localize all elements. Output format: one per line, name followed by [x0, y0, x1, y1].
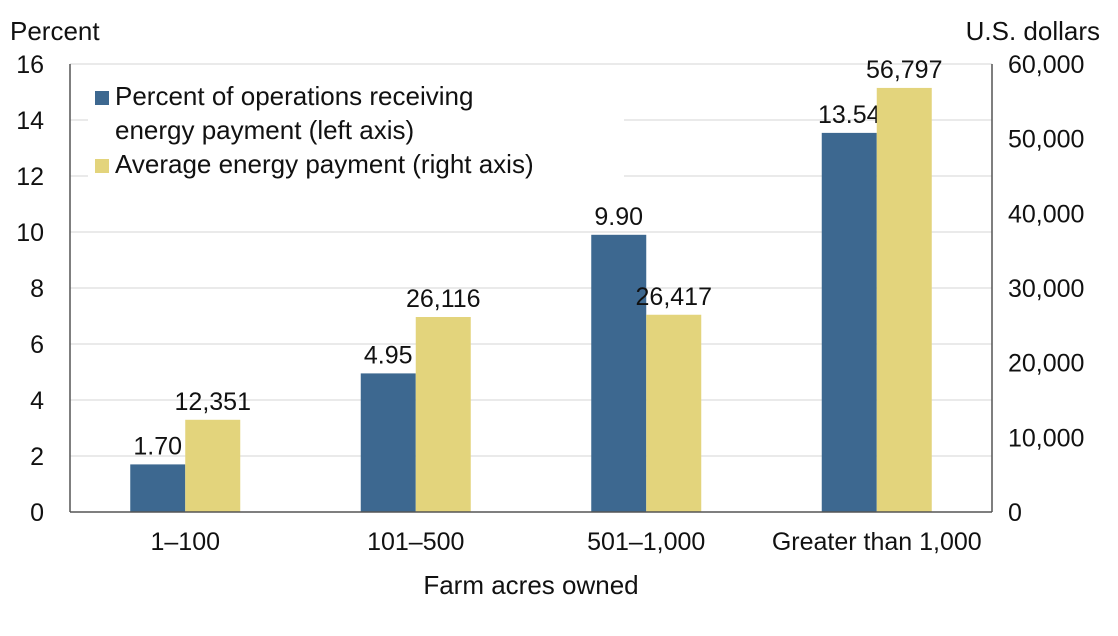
data-label: 12,351	[175, 388, 251, 416]
left-tick-label: 16	[16, 51, 44, 79]
data-label: 26,116	[406, 285, 481, 313]
bars: 1.70 12,351 4.95 26,116 9.90 26,417 13.54 56,79…	[130, 56, 942, 513]
bar-payment	[185, 419, 241, 512]
right-tick-label: 30,000	[1008, 275, 1084, 303]
left-tick-label: 10	[16, 219, 44, 247]
bar-percent	[360, 373, 416, 512]
category-label: Greater than 1,000	[772, 528, 982, 556]
left-tick-label: 2	[30, 443, 44, 471]
bar-percent	[821, 132, 877, 512]
legend-swatch	[95, 159, 109, 173]
data-label: 26,417	[636, 283, 712, 311]
right-tick-label: 60,000	[1008, 51, 1084, 79]
x-axis-title: Farm acres owned	[423, 570, 638, 600]
legend-swatch	[95, 91, 109, 105]
right-tick-label: 0	[1008, 499, 1022, 527]
legend-label: energy payment (left axis)	[115, 115, 414, 145]
data-label: 9.90	[594, 203, 643, 231]
right-tick-label: 50,000	[1008, 126, 1084, 154]
legend-background	[88, 78, 624, 188]
category-label: 101–500	[367, 528, 464, 556]
axes: 0 2 4 6 8 10 12 14 16 0 10,000 20,000 30,000 40,000 50…	[16, 51, 1084, 556]
bar-payment	[876, 87, 932, 512]
data-label: 56,797	[866, 56, 942, 84]
left-axis-title: Percent	[10, 16, 100, 46]
right-tick-label: 40,000	[1008, 200, 1084, 228]
right-axis-title: U.S. dollars	[966, 16, 1100, 46]
right-tick-label: 10,000	[1008, 424, 1084, 452]
left-tick-label: 14	[16, 107, 44, 135]
left-tick-label: 12	[16, 163, 44, 191]
legend: Percent of operations receiving energy pa…	[88, 78, 624, 188]
labels: Percent U.S. dollars Farm acres owned	[10, 16, 1100, 600]
legend-label: Percent of operations receiving	[115, 81, 473, 111]
right-tick-label: 20,000	[1008, 350, 1084, 378]
bar-percent	[130, 464, 186, 512]
bar-percent	[591, 234, 647, 513]
data-label: 1.70	[133, 432, 182, 460]
category-label: 1–100	[150, 528, 220, 556]
bar-payment	[415, 317, 471, 512]
left-tick-label: 4	[30, 387, 44, 415]
left-tick-label: 0	[30, 499, 44, 527]
bar-payment	[646, 314, 702, 512]
left-tick-label: 8	[30, 275, 44, 303]
legend-label: Average energy payment (right axis)	[115, 149, 534, 179]
data-label: 4.95	[364, 341, 413, 369]
left-tick-label: 6	[30, 331, 44, 359]
data-label: 13.54	[818, 101, 881, 129]
category-label: 501–1,000	[587, 528, 705, 556]
